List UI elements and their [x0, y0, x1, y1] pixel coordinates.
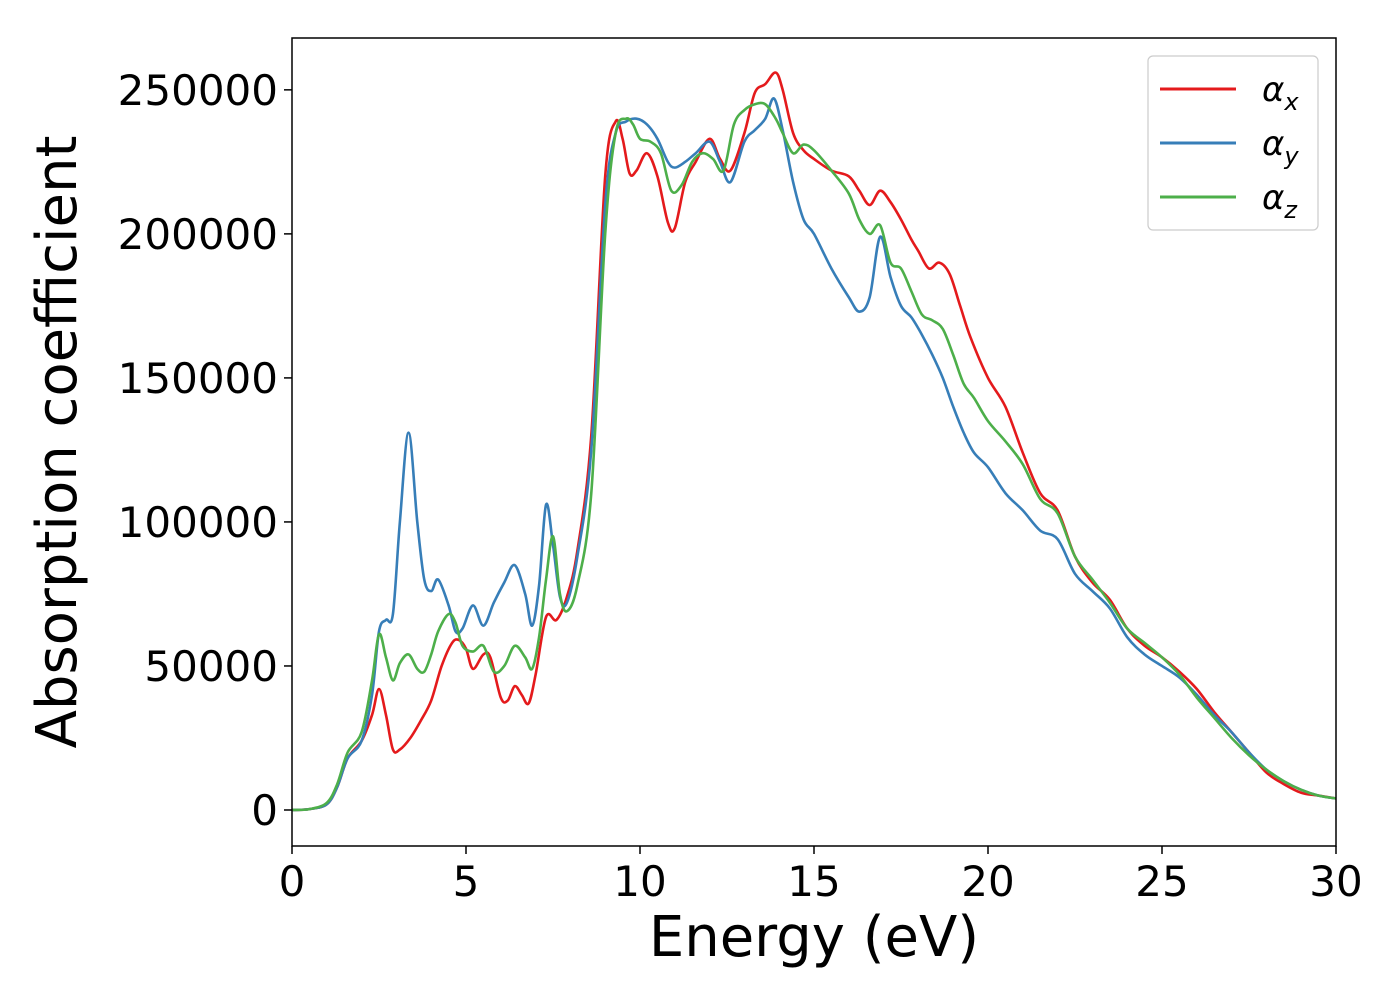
y-axis-label: Absorption coefficient	[25, 136, 90, 749]
x-tick-label: 30	[1309, 857, 1362, 906]
x-tick-label: 15	[787, 857, 840, 906]
x-axis-ticks: 0 5 10 15 20 25 30	[279, 846, 1363, 906]
series-line-alpha-z	[292, 101, 1336, 812]
series-layer	[292, 71, 1336, 812]
y-tick-label: 150000	[118, 354, 278, 403]
x-tick-label: 20	[961, 857, 1014, 906]
series-line-alpha-y	[292, 97, 1336, 812]
y-axis-ticks: 0 50000 100000 150000 200000 250000	[118, 66, 292, 835]
x-tick-label: 25	[1135, 857, 1188, 906]
x-tick-label: 0	[279, 857, 306, 906]
y-tick-label: 250000	[118, 66, 278, 115]
y-tick-label: 0	[251, 786, 278, 835]
x-tick-label: 10	[613, 857, 666, 906]
x-axis-label: Energy (eV)	[649, 905, 979, 970]
y-tick-label: 200000	[118, 210, 278, 259]
y-tick-label: 100000	[118, 498, 278, 547]
y-tick-label: 50000	[144, 642, 278, 691]
x-tick-label: 5	[453, 857, 480, 906]
